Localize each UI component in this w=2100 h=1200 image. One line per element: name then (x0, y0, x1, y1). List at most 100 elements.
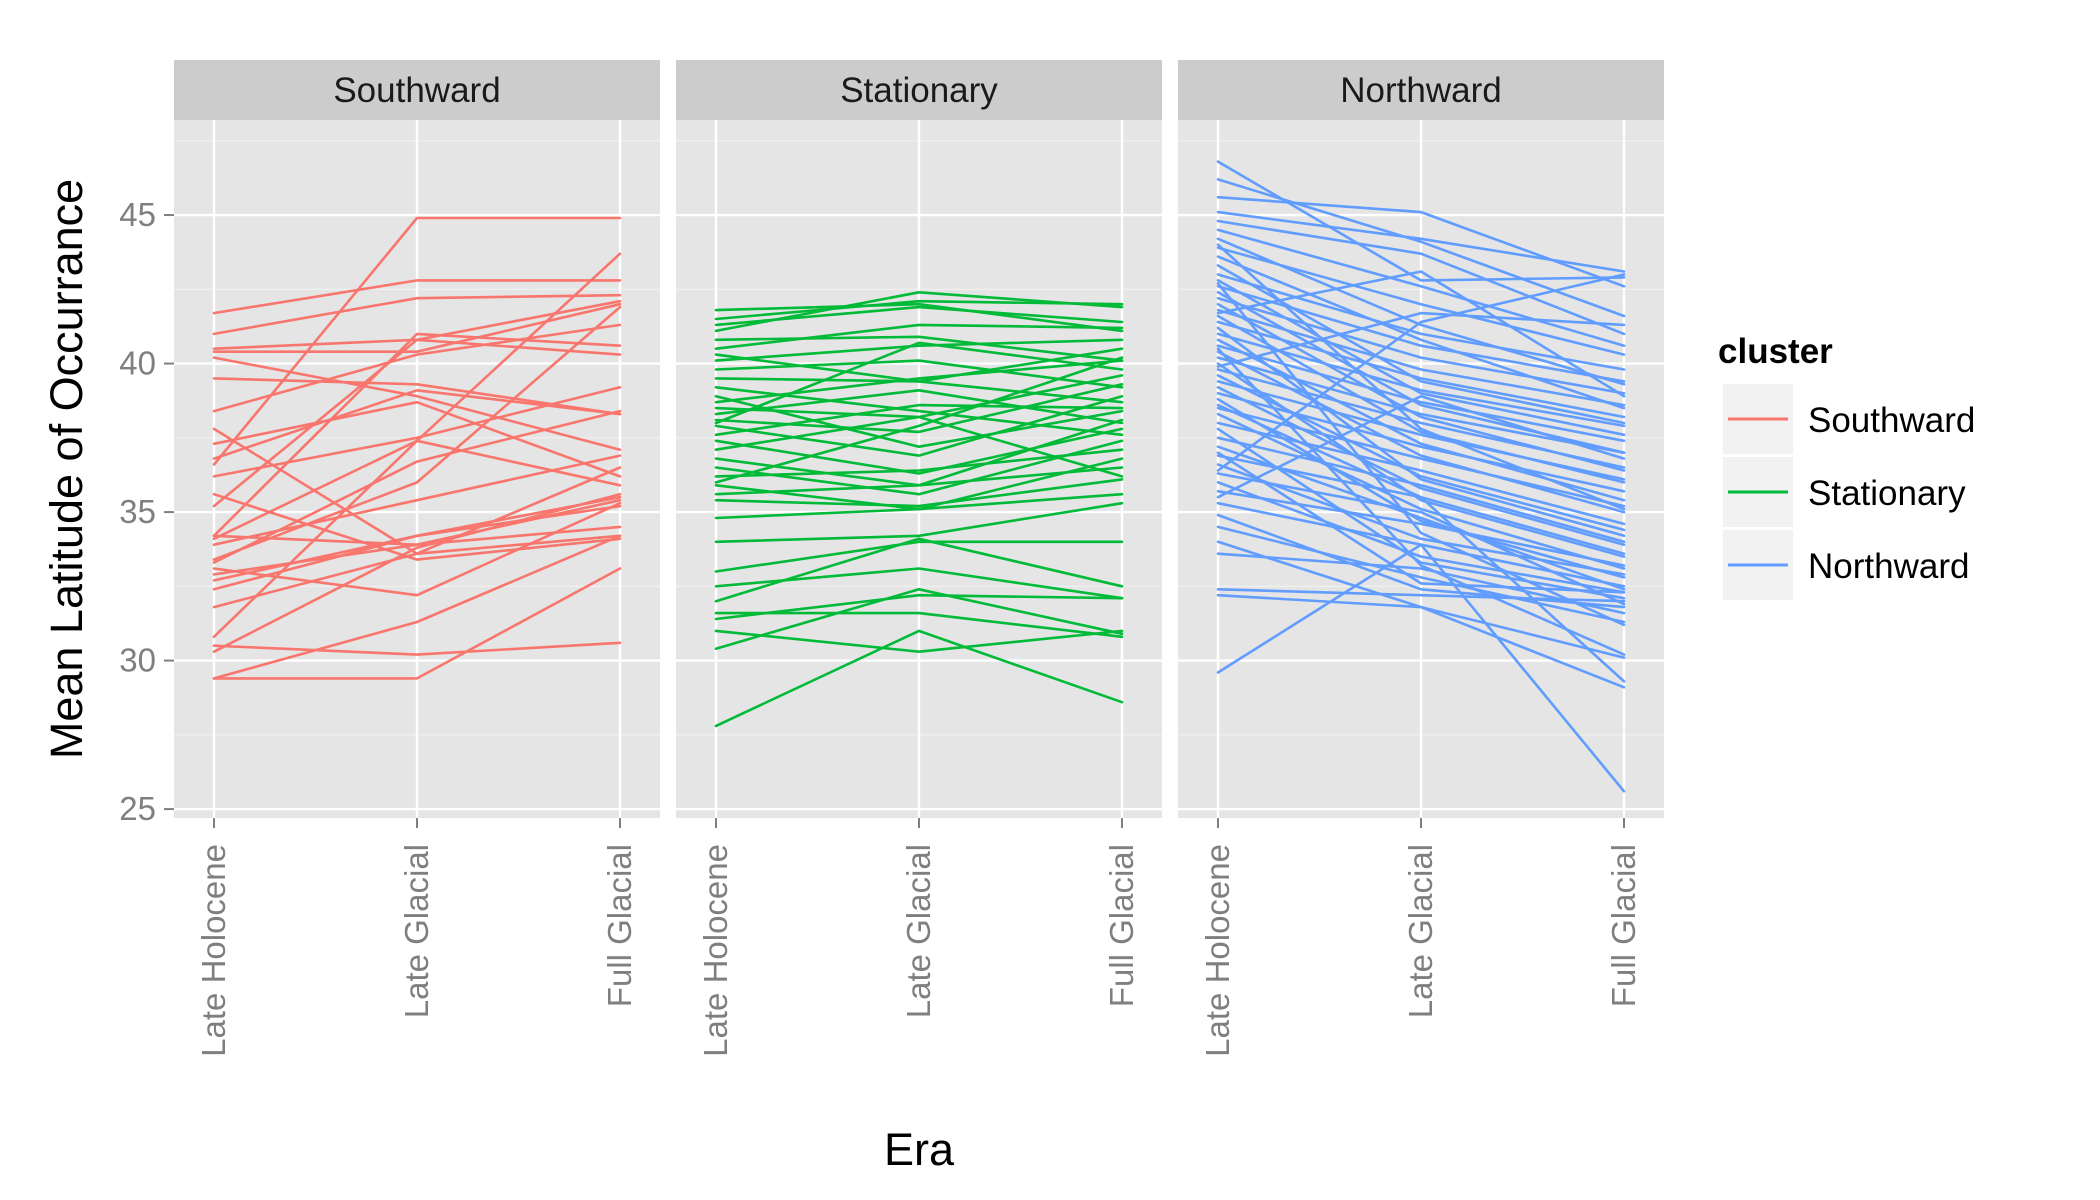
series-line (1216, 356, 1626, 455)
series-line (1216, 489, 1626, 567)
series-line (1216, 347, 1626, 656)
series-line (714, 629, 1124, 654)
series-line (714, 629, 1124, 728)
series-line (714, 394, 1124, 457)
series-line (212, 302, 622, 354)
series-line (1216, 282, 1626, 627)
series-line (212, 492, 622, 561)
facet-strip-label: Stationary (840, 71, 998, 110)
series-line (1216, 540, 1626, 659)
series-line (1216, 394, 1626, 499)
series-line (212, 299, 622, 508)
series-line (714, 302, 1124, 333)
series-line (1216, 403, 1626, 683)
legend-item-stationary: Stationary (1721, 455, 1966, 529)
series-line (212, 305, 622, 561)
series-line (714, 501, 1124, 544)
series-line (1216, 255, 1626, 410)
series-line (714, 341, 1124, 425)
series-line (212, 641, 622, 656)
x-tick-label: Full Glacial (1103, 844, 1140, 1007)
series-line (1216, 391, 1626, 493)
series-line (714, 418, 1124, 487)
y-tick-label: 45 (119, 196, 156, 233)
series-line (714, 374, 1124, 419)
x-tick-label: Late Holocene (697, 844, 734, 1057)
series-line (714, 388, 1124, 425)
legend-label: Stationary (1808, 474, 1966, 513)
series-line (714, 427, 1124, 475)
x-tick-label: Full Glacial (601, 844, 638, 1007)
series-line (212, 388, 622, 460)
series-line (714, 353, 1124, 404)
series-line (1216, 279, 1626, 437)
facet-panels: Southward Stationary Northward (174, 60, 1664, 818)
series-line (714, 457, 1124, 511)
legend: cluster Southward Stationary Northward (1718, 332, 1975, 602)
y-tick-label: 30 (119, 642, 156, 679)
series-line (1216, 552, 1626, 615)
series-line (1216, 412, 1626, 570)
series-line (212, 332, 622, 538)
series-line (1216, 362, 1626, 558)
facet-strip-label: Northward (1340, 71, 1501, 110)
series-line (714, 338, 1124, 362)
series-line (1216, 463, 1626, 576)
series-line (714, 305, 1124, 327)
x-tick-label: Late Holocene (1199, 844, 1236, 1057)
y-tick-label: 40 (119, 345, 156, 382)
series-line (1216, 513, 1626, 609)
series-line (1216, 237, 1626, 386)
x-tick-label: Late Glacial (398, 844, 435, 1018)
x-tick-label: Late Glacial (900, 844, 937, 1018)
series-line (212, 356, 622, 452)
facet-strip (1178, 60, 1664, 120)
series-line (1216, 311, 1626, 368)
y-tick-label: 35 (119, 493, 156, 530)
series-line (1216, 451, 1626, 594)
series-line (212, 427, 622, 556)
series-line (714, 478, 1124, 508)
series-line (1216, 273, 1626, 371)
series-line (212, 567, 622, 680)
series-line (212, 501, 622, 597)
series-line (1216, 350, 1626, 514)
series-line (212, 498, 622, 547)
y-axis-title: Mean Latitude of Occurrance (41, 179, 92, 759)
legend-title: cluster (1718, 332, 1833, 371)
series-line (714, 611, 1124, 639)
series-line (714, 439, 1124, 496)
legend-item-southward: Southward (1721, 382, 1975, 456)
x-tick-label: Late Holocene (195, 844, 232, 1057)
series-line (212, 400, 622, 478)
series-line (1216, 326, 1626, 538)
y-tick-label: 25 (119, 790, 156, 827)
series-line (714, 593, 1124, 621)
series-line (212, 492, 622, 654)
series-line (714, 587, 1124, 651)
series-line (714, 299, 1124, 321)
series-line (1216, 397, 1626, 579)
series-line (1216, 160, 1626, 282)
series-line (1216, 332, 1626, 428)
series-line (1216, 270, 1626, 398)
series-line (714, 540, 1124, 573)
series-line (212, 534, 622, 680)
x-tick-label: Full Glacial (1605, 844, 1642, 1007)
series-line (1216, 436, 1626, 544)
series-line (1216, 314, 1626, 484)
legend-label: Northward (1808, 547, 1969, 586)
series-line (714, 394, 1124, 449)
series-line (1216, 445, 1626, 591)
series-line (1216, 525, 1626, 624)
legend-label: Southward (1808, 401, 1975, 440)
series-line (1216, 427, 1626, 600)
series-line (1216, 243, 1626, 511)
series-line (714, 356, 1124, 484)
series-line (212, 216, 622, 466)
series-line (1216, 302, 1626, 472)
series-line (1216, 228, 1626, 348)
facet-panel-northward: Northward (1178, 60, 1664, 818)
facet-panel-southward: Southward (174, 60, 660, 818)
